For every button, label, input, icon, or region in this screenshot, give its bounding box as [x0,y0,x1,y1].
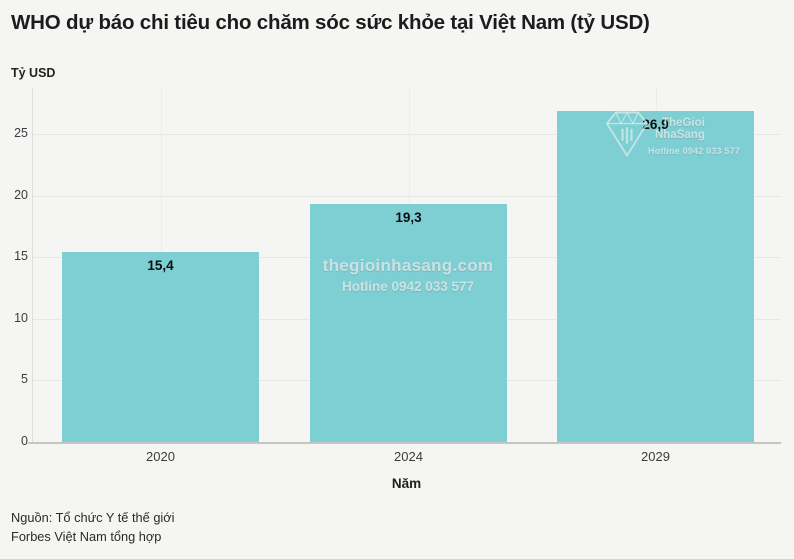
y-tick-label: 0 [21,434,28,448]
x-axis-title: Năm [391,476,422,491]
y-gridline [32,134,781,135]
bar-value-label: 15,4 [147,258,174,274]
y-tick-label: 20 [14,187,28,202]
y-gridline [32,195,781,197]
y-tick-label: 15 [14,249,28,264]
x-axis-line [28,442,781,444]
x-tick-label: 2020 [146,449,175,464]
chart-title: WHO dự báo chi tiêu cho chăm sóc sức khỏ… [11,11,650,34]
y-tick-label: 10 [14,310,28,325]
y-tick-label: 25 [14,126,28,140]
bar-value-label: 19,3 [395,210,422,226]
source-note: Nguồn: Tổ chức Y tế thế giới Forbes Việt… [11,509,175,546]
bar-2024: 19,3 [310,204,507,442]
y-axis-line [32,88,33,442]
source-line-2: Forbes Việt Nam tổng hợp [11,528,162,544]
bar-value-label: 26,9 [642,116,669,132]
bar-2020: 15,4 [62,252,259,442]
y-axis-unit-label: Tỷ USD [11,66,56,80]
y-tick-label: 5 [21,372,28,387]
x-tick-label: 2024 [394,449,423,464]
x-tick-label: 2029 [641,449,670,464]
bar-2029: 26,9 [557,110,754,442]
source-line-1: Nguồn: Tổ chức Y tế thế giới [11,510,175,525]
